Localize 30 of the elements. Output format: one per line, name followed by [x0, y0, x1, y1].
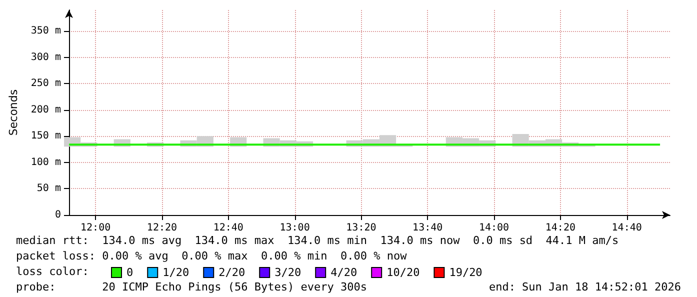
x-tick-label: 13:20 — [346, 222, 376, 234]
legend-label: 0 — [126, 266, 134, 279]
y-tick-label: 250 m — [30, 78, 61, 90]
text: end: Sun Jan 18 14:52:01 2026 — [488, 280, 682, 294]
text: median rtt: 134.0 ms avg 134.0 ms max 134.0 ms min 134.0 ms now 0.0 ms sd 44.1 M am/s — [16, 234, 619, 247]
x-tick-label: 12:00 — [80, 222, 111, 234]
y-tick-label: 150 m — [30, 130, 61, 142]
y-tick-label: 50 m — [36, 183, 61, 194]
text: loss color: — [16, 265, 89, 278]
legend-label: 10/20 — [386, 266, 420, 279]
text: probe: 20 ICMP Echo Pings (56 Bytes) every 300s — [16, 280, 367, 294]
legend-label: 3/20 — [274, 266, 302, 279]
y-tick-label: 300 m — [30, 52, 61, 63]
text: packet loss: 0.00 % avg 0.00 % max 0.00 % min 0.00 % now — [16, 250, 408, 262]
y-axis-title: Seconds — [7, 89, 20, 136]
legend-label: 2/20 — [218, 266, 246, 279]
x-tick-label: 13:40 — [412, 222, 443, 234]
x-tick-label: 14:20 — [545, 222, 576, 234]
x-tick-label: 12:40 — [213, 222, 244, 234]
y-tick-label: 0 — [54, 210, 61, 220]
x-tick-label: 14:00 — [478, 222, 510, 234]
legend-label: 19/20 — [449, 266, 482, 279]
x-tick-label: 14:40 — [612, 222, 642, 234]
legend-label: 4/20 — [330, 266, 358, 279]
x-tick-label: 13:00 — [280, 222, 310, 234]
x-tick-label: 12:20 — [146, 222, 178, 234]
y-tick-label: 200 m — [30, 104, 61, 116]
y-tick-label: 100 m — [30, 156, 61, 168]
legend-label: 1/20 — [162, 266, 190, 279]
y-tick-label: 350 m — [30, 26, 61, 37]
